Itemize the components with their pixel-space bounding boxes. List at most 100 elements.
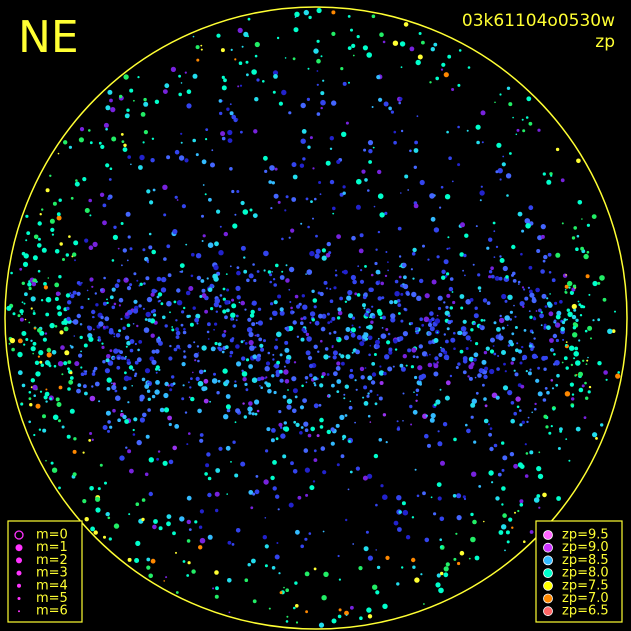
star — [555, 147, 560, 152]
star — [502, 385, 509, 391]
star — [292, 174, 298, 180]
star — [235, 285, 241, 291]
star — [538, 506, 541, 509]
star — [484, 404, 488, 408]
star — [275, 263, 279, 268]
star — [161, 276, 167, 283]
star — [502, 155, 505, 158]
star — [446, 247, 449, 250]
star — [138, 165, 143, 170]
star — [460, 326, 467, 332]
star — [459, 252, 465, 257]
star — [186, 103, 192, 109]
star — [207, 338, 210, 340]
star — [537, 128, 541, 132]
star — [393, 140, 397, 145]
star — [378, 438, 383, 442]
star — [113, 332, 116, 335]
star — [499, 178, 502, 181]
star — [245, 60, 249, 64]
star — [242, 209, 249, 215]
star — [366, 394, 370, 398]
star — [495, 170, 499, 174]
star — [39, 390, 43, 393]
star — [293, 361, 297, 364]
star — [102, 325, 106, 329]
star — [183, 350, 186, 353]
star — [329, 147, 333, 150]
star — [106, 298, 108, 301]
star — [530, 347, 534, 351]
star — [531, 411, 533, 414]
star — [287, 325, 294, 332]
star — [231, 337, 235, 340]
star — [402, 354, 407, 359]
star — [59, 330, 64, 335]
star — [105, 127, 108, 131]
star — [194, 520, 198, 524]
star — [369, 421, 372, 423]
star — [308, 532, 312, 535]
star — [436, 331, 439, 334]
star — [109, 328, 114, 333]
star — [67, 387, 71, 391]
star — [279, 378, 284, 383]
star — [295, 621, 299, 624]
star — [312, 167, 315, 170]
star — [320, 99, 326, 106]
star — [176, 300, 183, 306]
star — [448, 247, 451, 250]
star — [212, 587, 215, 590]
star — [232, 324, 236, 328]
star — [477, 373, 482, 378]
star — [430, 496, 433, 499]
star — [540, 234, 545, 239]
star — [231, 298, 235, 302]
star — [181, 204, 186, 209]
star — [285, 588, 290, 592]
star — [515, 396, 521, 402]
star — [179, 263, 185, 268]
star — [293, 606, 296, 610]
star — [242, 402, 245, 405]
star — [337, 554, 340, 558]
star — [58, 275, 62, 279]
star — [172, 445, 177, 451]
star — [365, 530, 369, 534]
mag-marker — [17, 583, 21, 588]
star — [313, 305, 317, 309]
star — [548, 431, 552, 435]
star — [415, 330, 417, 333]
star — [517, 280, 521, 284]
star — [542, 259, 546, 263]
star — [580, 246, 584, 251]
star — [174, 149, 180, 155]
star — [57, 311, 63, 317]
zp-marker — [543, 580, 553, 591]
zp-marker — [543, 593, 553, 604]
star — [126, 286, 132, 291]
star — [139, 397, 144, 402]
star — [227, 138, 233, 144]
star — [160, 302, 164, 306]
star — [241, 356, 246, 361]
star — [592, 432, 598, 438]
star — [494, 276, 500, 281]
star — [304, 376, 309, 380]
star — [555, 338, 560, 343]
star — [244, 342, 248, 345]
star — [506, 324, 509, 327]
star — [302, 398, 307, 403]
star — [111, 305, 116, 310]
star — [272, 90, 276, 94]
star — [72, 319, 79, 325]
star — [483, 520, 485, 523]
star — [120, 356, 125, 360]
star — [306, 97, 310, 101]
star — [259, 385, 261, 387]
star — [441, 269, 446, 274]
star — [480, 110, 486, 116]
star — [362, 396, 365, 399]
star — [411, 347, 417, 353]
star — [347, 290, 353, 296]
